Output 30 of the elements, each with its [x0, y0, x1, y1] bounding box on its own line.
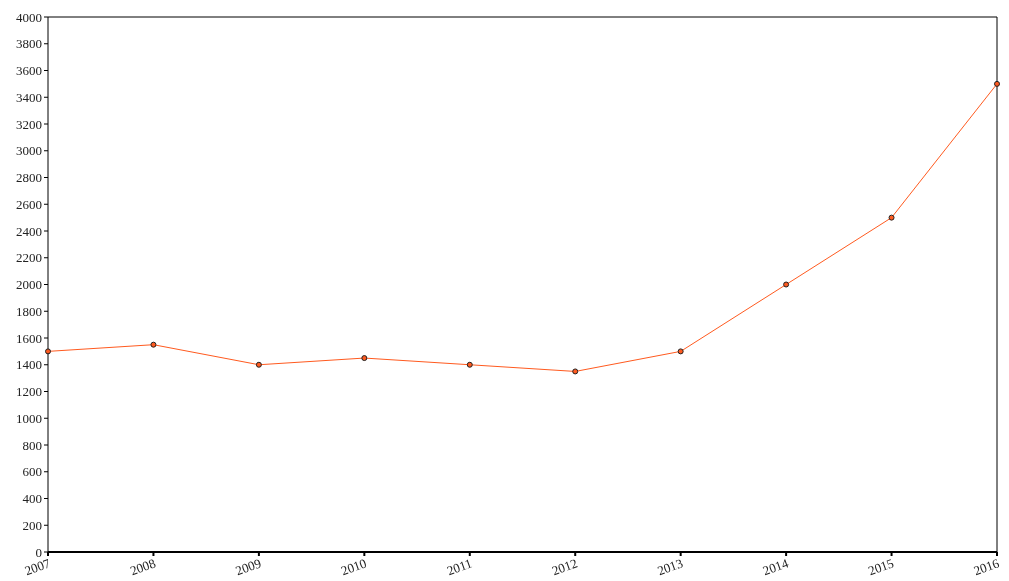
y-tick-label: 3400 [16, 89, 42, 105]
x-tick-label: 2013 [655, 555, 685, 579]
y-tick-label: 2600 [16, 196, 42, 212]
y-tick-label: 2800 [16, 170, 42, 186]
y-tick-label: 1200 [16, 384, 42, 400]
x-tick-label: 2012 [549, 555, 580, 579]
y-tick-label: 1000 [16, 410, 42, 426]
x-tick-label: 2010 [338, 555, 369, 579]
y-tick-label: 1800 [16, 303, 42, 319]
y-tick-label: 3200 [16, 116, 42, 132]
y-tick-label: 2000 [16, 277, 42, 293]
x-tick-label: 2016 [971, 555, 1002, 579]
y-tick-label: 2400 [16, 223, 42, 239]
x-tick-label: 2008 [128, 555, 158, 579]
x-tick-label: 2011 [444, 555, 474, 579]
x-tick-label: 2009 [233, 555, 264, 579]
x-tick-label: 2014 [760, 555, 791, 579]
y-tick-label: 3600 [16, 63, 42, 79]
y-tick-label: 3800 [16, 36, 42, 52]
y-tick-label: 0 [35, 544, 42, 560]
y-tick-label: 2200 [16, 250, 42, 266]
y-tick-label: 4000 [16, 9, 42, 25]
y-tick-label: 600 [22, 464, 42, 480]
y-tick-label: 3000 [16, 143, 42, 159]
y-tick-label: 1600 [16, 330, 42, 346]
x-tick-label: 2015 [866, 555, 896, 579]
y-tick-label: 1400 [16, 357, 42, 373]
y-tick-label: 200 [22, 517, 42, 533]
y-tick-label: 400 [22, 491, 42, 507]
y-tick-label: 800 [22, 437, 42, 453]
